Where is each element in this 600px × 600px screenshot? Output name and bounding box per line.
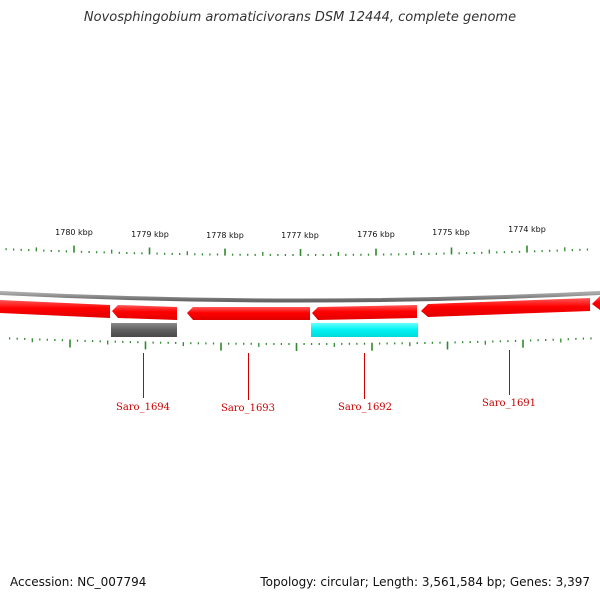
accession-text: Accession: NC_007794: [10, 575, 147, 589]
scale-label-1778: 1778 kbp: [206, 231, 244, 240]
feature-cyan-block[interactable]: [311, 323, 418, 337]
gene-arrow-saro-1691[interactable]: [421, 298, 590, 317]
topology-text: Topology: circular; Length: 3,561,584 bp…: [260, 575, 590, 589]
feature-track: [111, 323, 418, 337]
scale-label-1776: 1776 kbp: [357, 230, 395, 239]
gene-track: [0, 296, 600, 320]
gene-label-saro-1692[interactable]: Saro_1692: [338, 402, 392, 413]
scale-label-1777: 1777 kbp: [281, 231, 319, 240]
gene-arrow-saro-1693[interactable]: [187, 307, 310, 320]
scale-label-1779: 1779 kbp: [131, 230, 169, 239]
genome-backbone: [0, 291, 600, 303]
gene-arrow-right-edge[interactable]: [592, 296, 600, 310]
gene-arrow-saro-1694[interactable]: [112, 305, 177, 320]
scale-label-1775: 1775 kbp: [432, 228, 470, 237]
inner-scale-ticks: [8, 337, 592, 351]
scale-labels: 1780 kbp 1779 kbp 1778 kbp 1777 kbp 1776…: [55, 225, 546, 240]
gene-leader-lines: [143, 350, 510, 400]
gene-arrow-saro-1692[interactable]: [312, 305, 417, 320]
feature-gray-block[interactable]: [111, 323, 177, 337]
gene-label-saro-1694[interactable]: Saro_1694: [116, 402, 170, 413]
scale-label-1774: 1774 kbp: [508, 225, 546, 234]
gene-arrow-left-edge[interactable]: [0, 300, 110, 318]
outer-scale-ticks: [5, 245, 589, 256]
gene-label-saro-1693[interactable]: Saro_1693: [221, 403, 275, 414]
gene-labels: Saro_1694 Saro_1693 Saro_1692 Saro_1691: [116, 398, 536, 414]
scale-label-1780: 1780 kbp: [55, 228, 93, 237]
gene-label-saro-1691[interactable]: Saro_1691: [482, 398, 536, 409]
genome-title: Novosphingobium aromaticivorans DSM 1244…: [83, 10, 517, 25]
